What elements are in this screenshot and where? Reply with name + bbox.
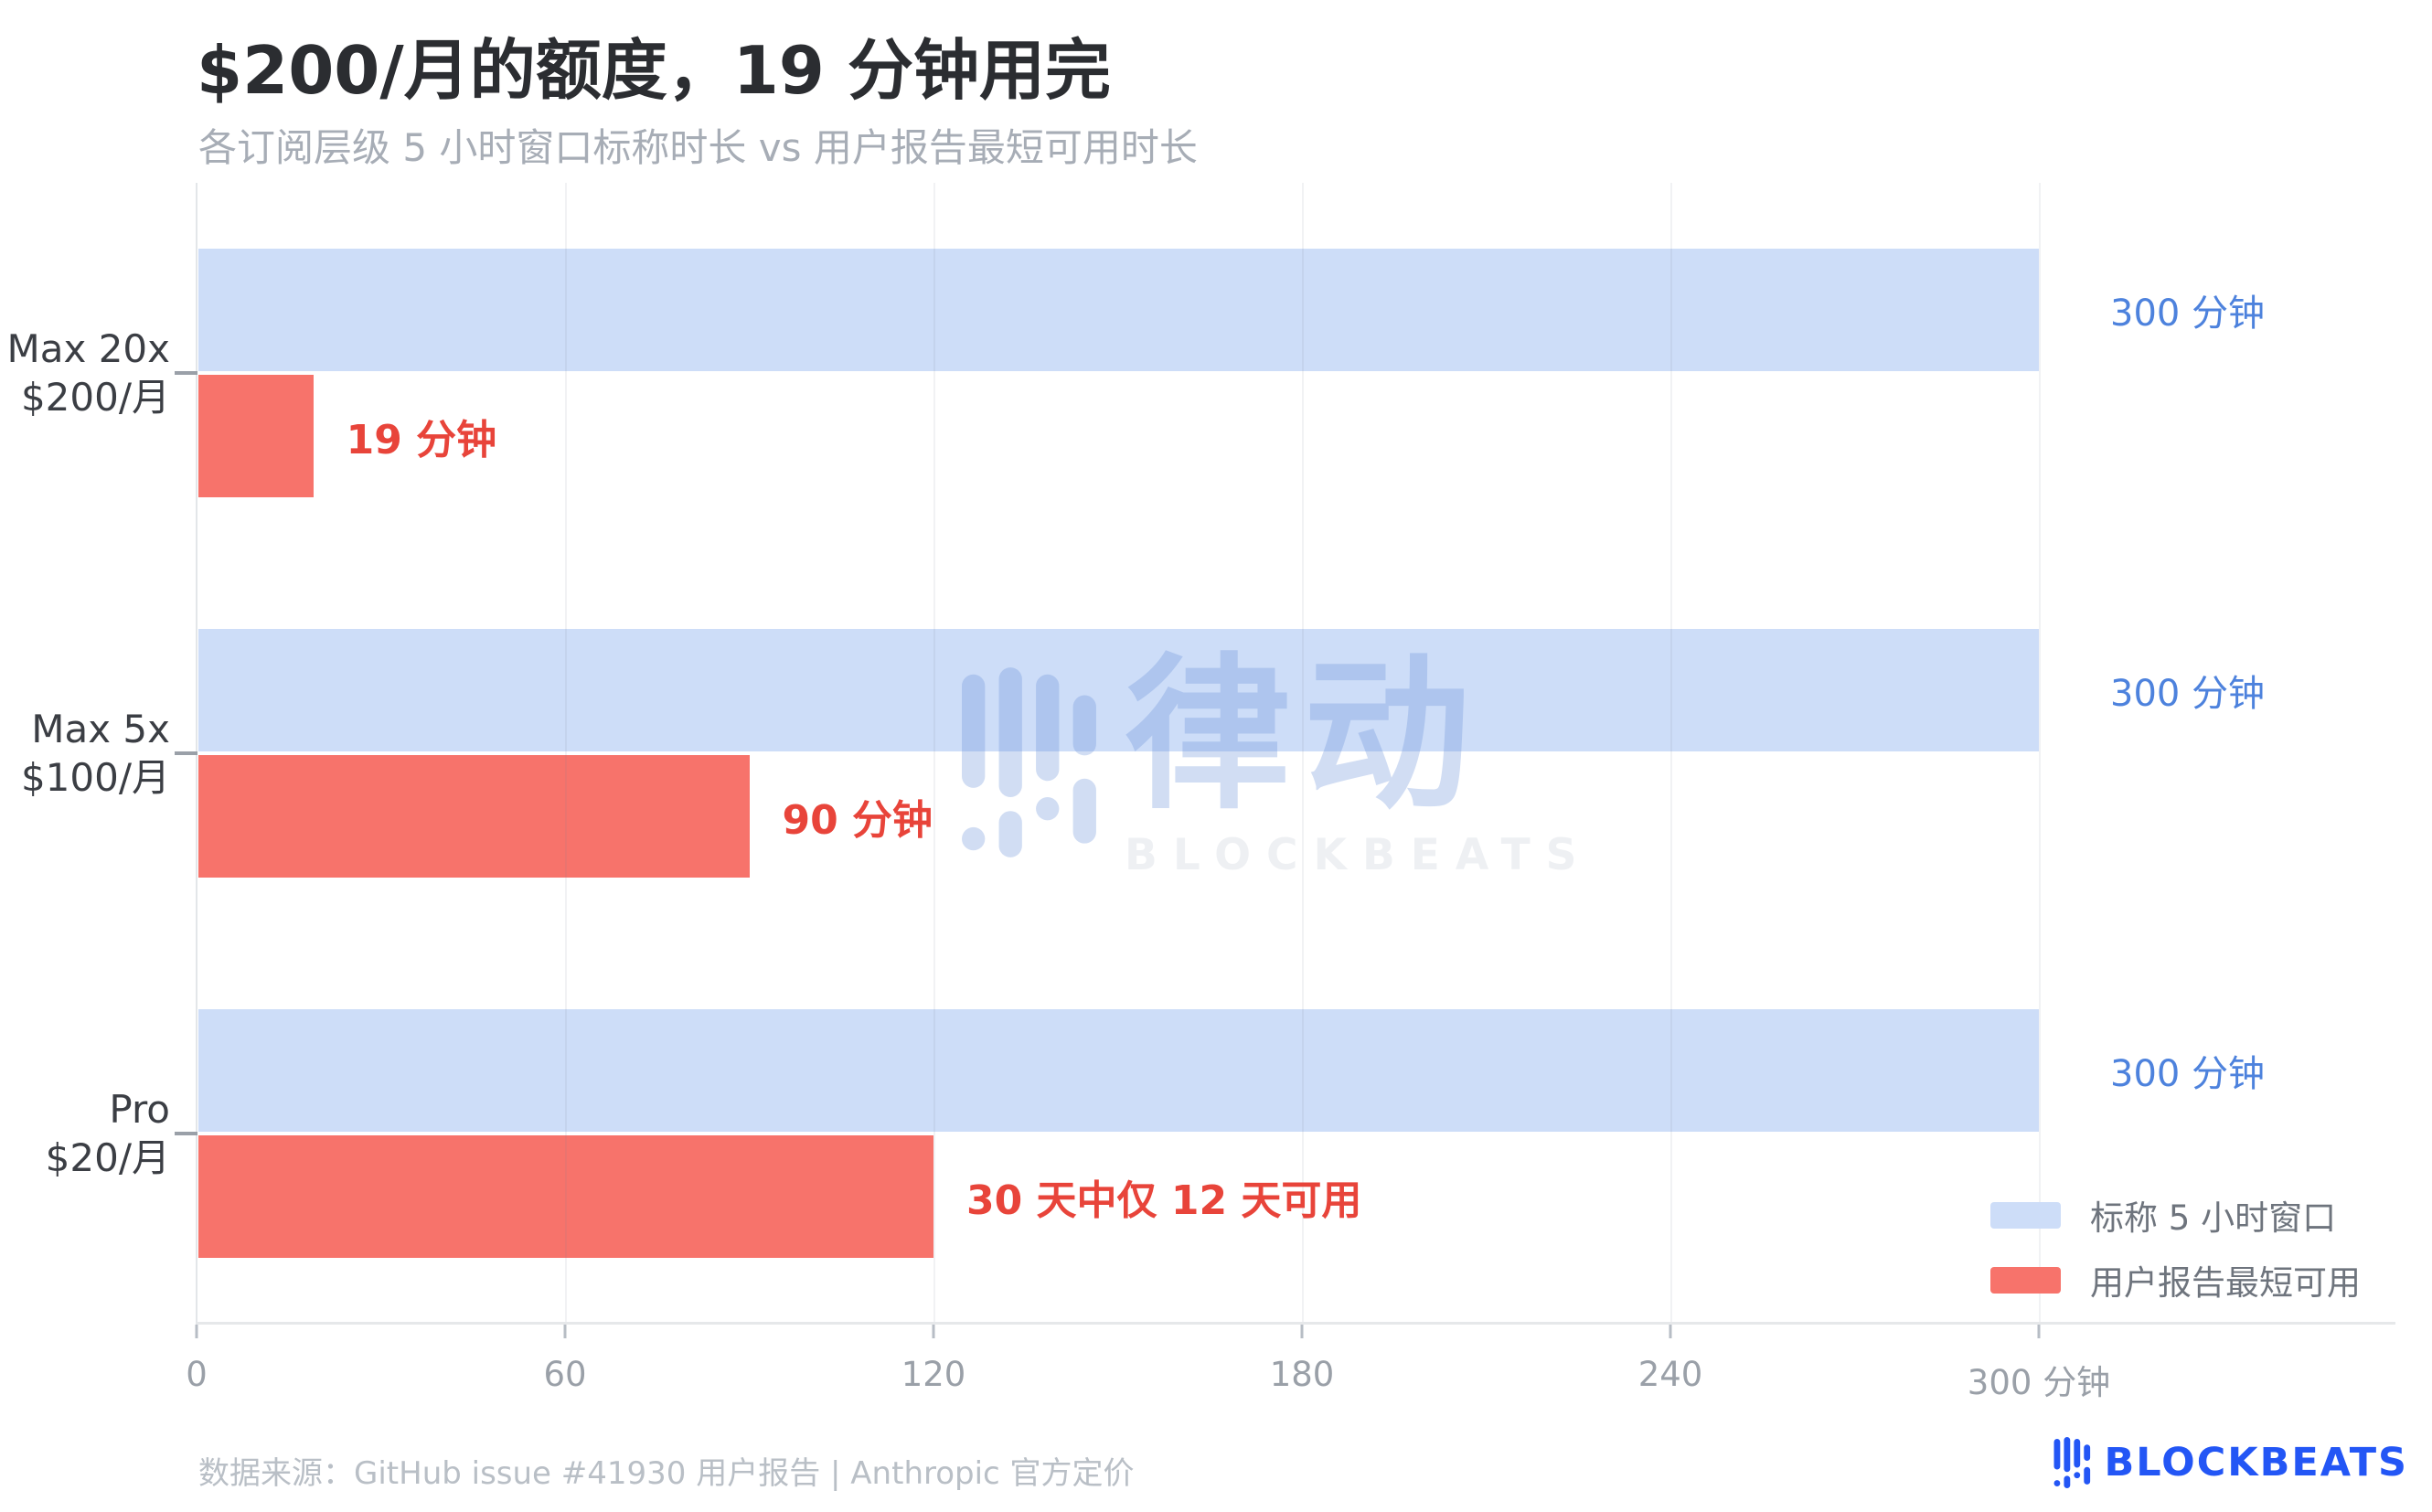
category-label-line: $100/月 <box>20 755 170 800</box>
x-axis-tick-label: 240 <box>1637 1355 1703 1394</box>
x-axis-tick-120 <box>932 1325 935 1338</box>
nominal-bar <box>198 249 2039 371</box>
chart-subtitle: 各订阅层级 5 小时窗口标称时长 vs 用户报告最短可用时长 <box>198 125 1198 170</box>
nominal-value-label: 300 分钟 <box>2110 673 2266 715</box>
gridline-60 <box>565 183 567 1322</box>
category-label-line: $20/月 <box>45 1135 170 1180</box>
reported-bar <box>198 375 314 497</box>
watermark-en: BLOCKBEATS <box>1125 830 1593 880</box>
reported-value-label: 90 分钟 <box>782 797 933 844</box>
category-label-line: $200/月 <box>20 375 170 420</box>
reported-bar <box>198 1135 933 1258</box>
x-axis-tick-60 <box>563 1325 567 1338</box>
gridline-120 <box>933 183 935 1322</box>
nominal-value-label: 300 分钟 <box>2110 293 2266 335</box>
nominal-bar <box>198 1009 2039 1132</box>
legend-swatch-nominal <box>1990 1201 2061 1229</box>
legend-label-reported: 用户报告最短可用 <box>2090 1263 2361 1303</box>
blockbeats-logo-text: BLOCKBEATS <box>2104 1440 2408 1485</box>
reported-value-label: 30 天中仅 12 天可用 <box>966 1177 1362 1224</box>
category-axis-tick <box>175 1132 197 1135</box>
x-axis-line <box>197 1322 2395 1325</box>
x-axis-tick-label: 180 <box>1269 1355 1335 1394</box>
legend-item-reported: 用户报告最短可用 <box>1990 1255 2361 1304</box>
blockbeats-logo: BLOCKBEATS <box>2052 1437 2408 1488</box>
data-source-note: 数据来源：GitHub issue #41930 用户报告 | Anthropi… <box>198 1455 1135 1492</box>
reported-value-label: 19 分钟 <box>346 417 497 463</box>
category-label: Max 5x $100/月 <box>0 705 170 802</box>
x-axis-tick-label: 60 <box>543 1355 587 1394</box>
gridline-300 <box>2039 183 2041 1322</box>
category-label-line: Max 20x <box>6 326 170 371</box>
category-label-line: Max 5x <box>31 707 170 751</box>
category-label-line: Pro <box>109 1087 170 1132</box>
legend-item-nominal: 标称 5 小时窗口 <box>1990 1190 2361 1240</box>
gridline-180 <box>1302 183 1304 1322</box>
blockbeats-logo-icon <box>2053 1437 2090 1488</box>
category-axis-tick <box>175 371 197 375</box>
nominal-bar <box>198 629 2039 751</box>
x-axis-tick-label: 0 <box>186 1355 208 1394</box>
x-axis-tick-180 <box>1300 1325 1304 1338</box>
reported-bar <box>198 755 750 878</box>
nominal-value-label: 300 分钟 <box>2110 1053 2266 1095</box>
legend-swatch-reported <box>1990 1266 2061 1294</box>
chart-title: $200/月的额度，19 分钟用完 <box>197 32 1111 109</box>
x-axis-tick-240 <box>1669 1325 1672 1338</box>
x-axis-tick-label: 300 分钟 <box>1967 1363 2111 1402</box>
x-axis-tick-0 <box>195 1325 198 1338</box>
x-axis-tick-label: 120 <box>901 1355 966 1394</box>
legend-label-nominal: 标称 5 小时窗口 <box>2090 1198 2337 1238</box>
legend: 标称 5 小时窗口 用户报告最短可用 <box>1990 1190 2361 1304</box>
category-label: Max 20x $200/月 <box>0 325 170 421</box>
gridline-240 <box>1670 183 1672 1322</box>
category-axis-tick <box>175 751 197 755</box>
x-axis-tick-300 <box>2037 1325 2041 1338</box>
category-label: Pro $20/月 <box>0 1085 170 1182</box>
